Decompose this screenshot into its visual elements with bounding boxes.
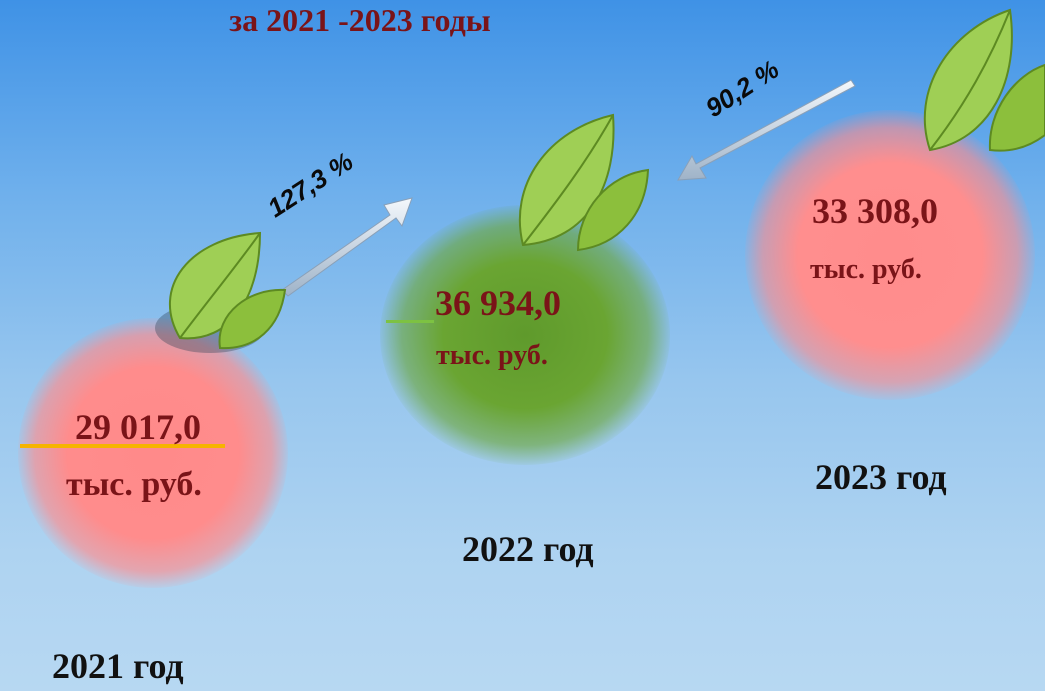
value-2021: 29 017,0 xyxy=(75,407,201,447)
value-circle-2022 xyxy=(380,205,670,465)
value-2022: 36 934,0 xyxy=(435,283,561,323)
unit-2021: тыс. руб. xyxy=(66,466,202,503)
unit-2022: тыс. руб. xyxy=(436,340,548,371)
arrow-up-icon xyxy=(281,197,413,297)
page-title: за 2021 -2023 годы xyxy=(229,2,491,38)
unit-2023: тыс. руб. xyxy=(810,254,922,285)
year-label-2022: 2022 год xyxy=(462,529,594,569)
year-label-2021: 2021 год xyxy=(52,646,184,686)
underline-2022 xyxy=(386,320,434,323)
leaf-icon xyxy=(518,113,650,252)
leaf-icon xyxy=(155,231,287,353)
value-circle-2023 xyxy=(745,110,1035,400)
arrow-left-icon xyxy=(677,79,856,181)
year-label-2023: 2023 год xyxy=(815,457,947,497)
leaf-icon xyxy=(923,8,1045,152)
underline-2021 xyxy=(20,444,225,448)
value-2023: 33 308,0 xyxy=(812,191,938,231)
value-circle-2021 xyxy=(18,318,288,588)
